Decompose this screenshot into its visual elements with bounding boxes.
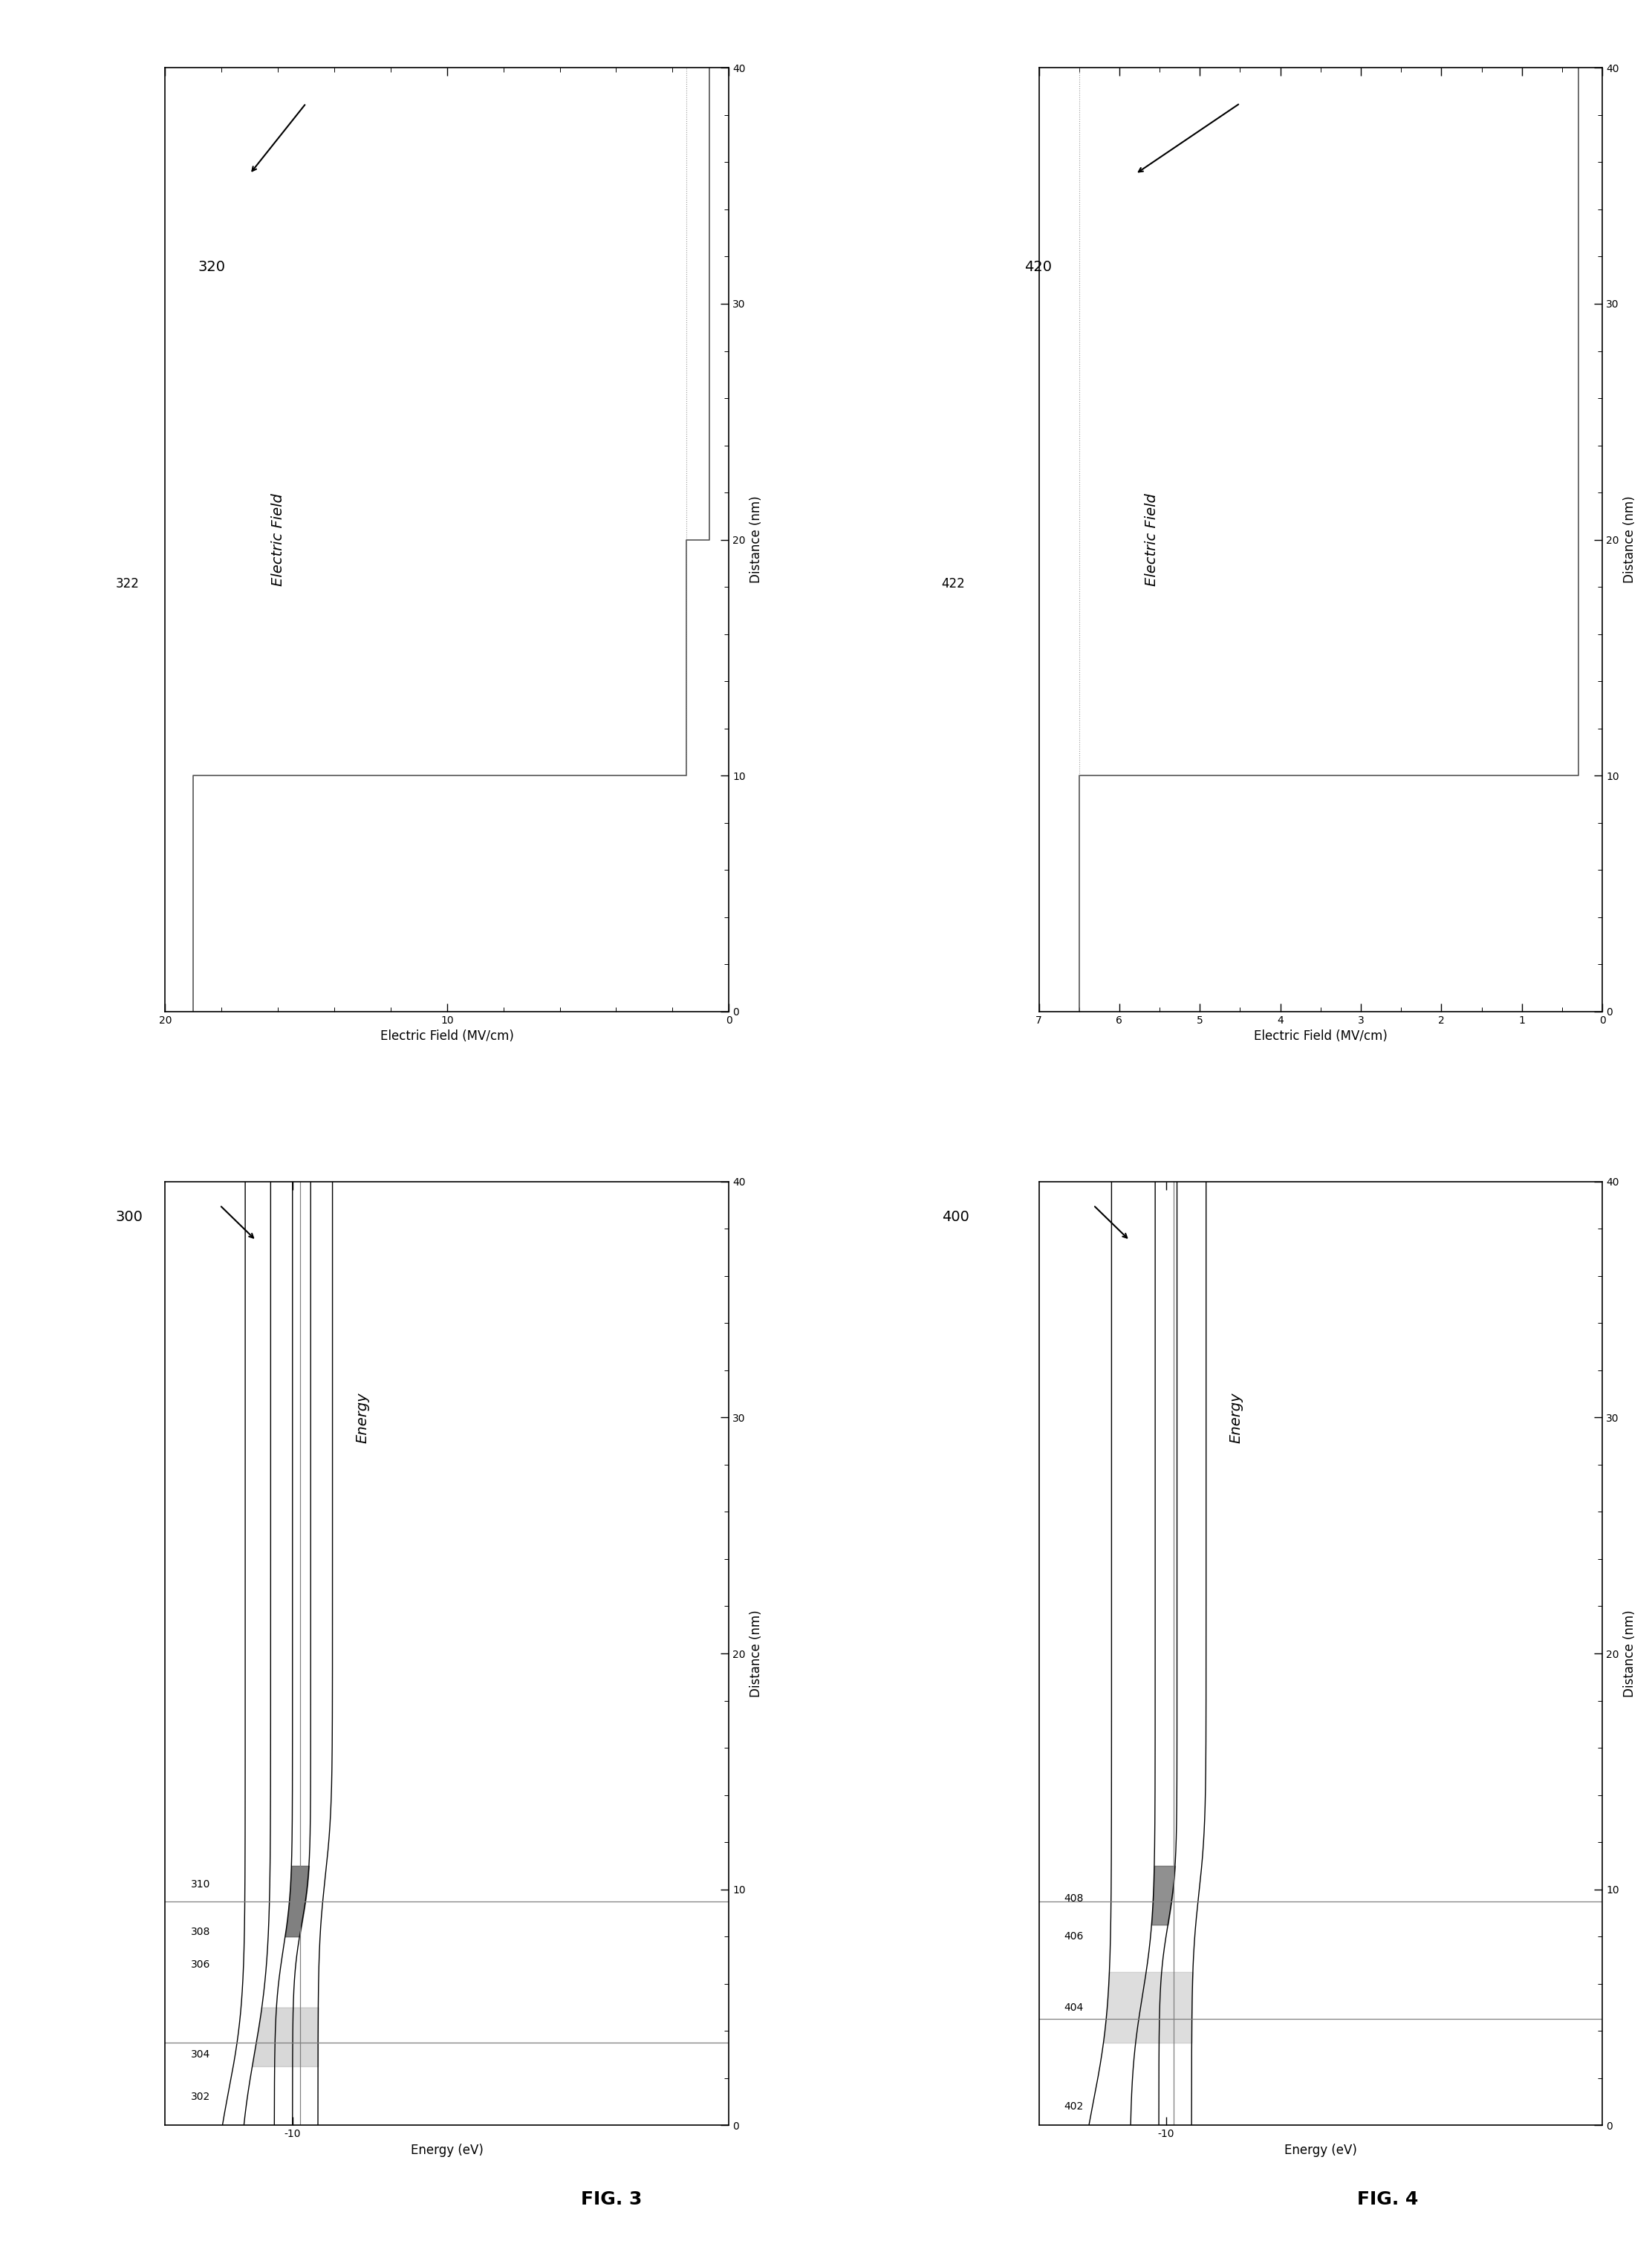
Text: 420: 420 bbox=[1024, 260, 1052, 274]
Text: Electric Field: Electric Field bbox=[271, 493, 286, 586]
Text: 408: 408 bbox=[1064, 1895, 1084, 1904]
Y-axis label: Distance (nm): Distance (nm) bbox=[750, 495, 763, 583]
Text: 406: 406 bbox=[1064, 1931, 1084, 1942]
Text: 322: 322 bbox=[116, 577, 139, 590]
Text: 400: 400 bbox=[942, 1210, 970, 1223]
X-axis label: Energy (eV): Energy (eV) bbox=[1284, 2143, 1356, 2157]
Text: 306: 306 bbox=[190, 1960, 210, 1969]
Text: 310: 310 bbox=[190, 1879, 210, 1890]
Y-axis label: Distance (nm): Distance (nm) bbox=[750, 1610, 763, 1698]
Text: 402: 402 bbox=[1064, 2100, 1084, 2112]
Text: 308: 308 bbox=[190, 1926, 210, 1938]
Text: 422: 422 bbox=[942, 577, 965, 590]
Text: 304: 304 bbox=[190, 2048, 210, 2060]
Text: Electric Field: Electric Field bbox=[1145, 493, 1158, 586]
X-axis label: Electric Field (MV/cm): Electric Field (MV/cm) bbox=[380, 1029, 514, 1042]
X-axis label: Electric Field (MV/cm): Electric Field (MV/cm) bbox=[1254, 1029, 1388, 1042]
Text: FIG. 4: FIG. 4 bbox=[1356, 2191, 1419, 2209]
Text: 300: 300 bbox=[116, 1210, 144, 1223]
Y-axis label: Distance (nm): Distance (nm) bbox=[1624, 495, 1637, 583]
Text: Energy: Energy bbox=[1229, 1393, 1244, 1443]
Text: 404: 404 bbox=[1064, 2003, 1084, 2012]
Text: 320: 320 bbox=[198, 260, 226, 274]
Text: FIG. 3: FIG. 3 bbox=[580, 2191, 643, 2209]
Text: 302: 302 bbox=[190, 2091, 210, 2103]
Text: Energy: Energy bbox=[355, 1393, 370, 1443]
X-axis label: Energy (eV): Energy (eV) bbox=[411, 2143, 484, 2157]
Y-axis label: Distance (nm): Distance (nm) bbox=[1624, 1610, 1637, 1698]
